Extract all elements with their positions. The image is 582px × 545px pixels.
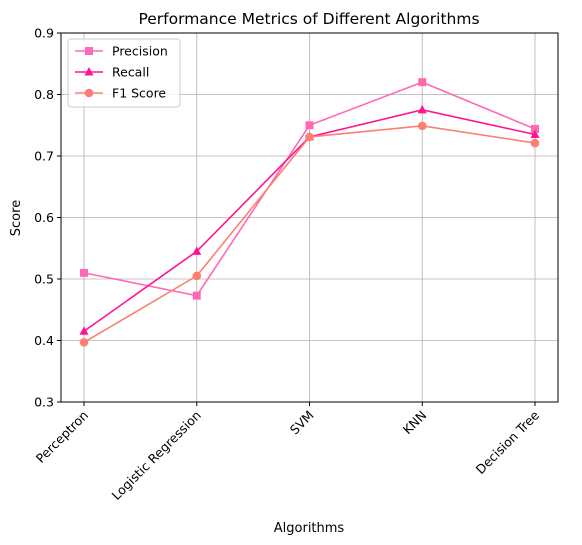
- y-tick-label: 0.4: [34, 333, 54, 348]
- legend-recall-marker: [84, 67, 94, 76]
- x-tick-label: Decision Tree: [473, 407, 543, 477]
- x-tick-label: Logistic Regression: [108, 408, 203, 503]
- y-axis-ticks: 0.3 0.4 0.5 0.6 0.7 0.8 0.9: [34, 26, 61, 410]
- y-tick-label: 0.5: [34, 272, 54, 287]
- x-axis-label: Algorithms: [274, 521, 345, 536]
- recall-point: [530, 129, 540, 138]
- f1-score-point: [79, 338, 89, 347]
- legend-precision-marker: [85, 47, 93, 55]
- precision-point: [418, 78, 427, 87]
- f1-score-point: [192, 271, 202, 281]
- legend-precision-label: Precision: [112, 44, 168, 59]
- precision-point: [80, 268, 88, 277]
- f1-score-point: [417, 121, 427, 131]
- legend-box: [67, 38, 181, 108]
- legend-f1-score-label: F1 Score: [112, 86, 166, 101]
- y-tick-label: 0.8: [34, 87, 54, 102]
- f1-score-point: [530, 138, 540, 148]
- y-tick-label: 0.6: [34, 210, 54, 225]
- recall-point: [79, 326, 89, 335]
- precision-point: [192, 291, 201, 300]
- f1-score-point: [305, 132, 314, 142]
- legend-recall-label: Recall: [112, 65, 149, 80]
- series-lines: [79, 78, 540, 347]
- legend-f1-score-marker: [84, 88, 94, 98]
- x-tick-label: KNN: [400, 408, 430, 438]
- y-tick-label: 0.3: [34, 395, 54, 410]
- plot-frame: [60, 32, 559, 403]
- x-tick-label: Perceptron: [33, 408, 91, 466]
- recall-point: [192, 246, 202, 255]
- y-axis-label: Score: [9, 200, 24, 236]
- precision-point: [305, 121, 314, 130]
- y-tick-label: 0.9: [34, 26, 54, 41]
- y-tick-label: 0.7: [34, 149, 54, 164]
- recall-point: [417, 104, 427, 114]
- precision-point: [531, 124, 539, 133]
- x-axis-ticks: Perceptron Logistic Regression SVM KNN Decis…: [33, 402, 543, 503]
- x-tick-label: SVM: [287, 408, 317, 438]
- chart-title: Performance Metrics of Different Algorit…: [138, 10, 479, 28]
- legend: Precision Recall F1 Score: [67, 38, 181, 108]
